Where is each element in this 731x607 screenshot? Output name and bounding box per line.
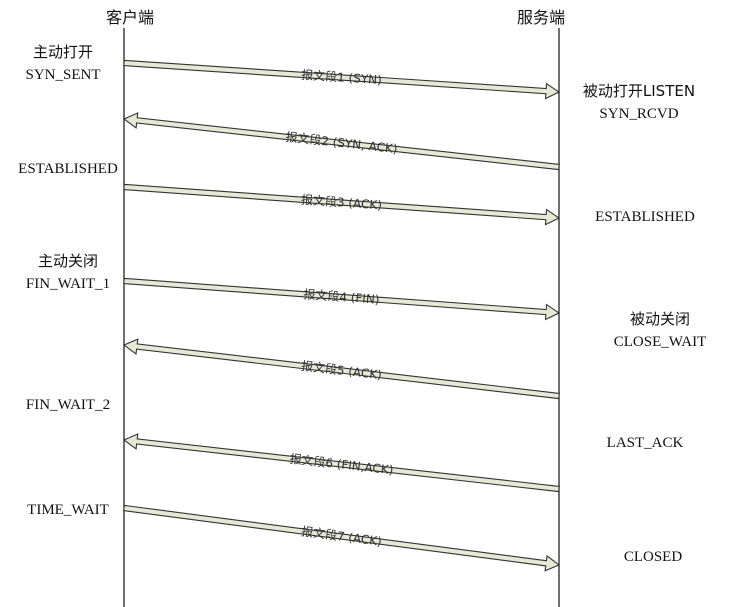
server-state-passive-open: 被动打开LISTEN [583,82,695,100]
segment-4-label: 报文段4 (FIN) [303,286,380,307]
segment-3-arrow [123,183,561,226]
client-header: 客户端 [106,8,154,27]
segment-7-label: 报文段7 (ACK) [300,523,382,548]
segment-arrows: 报文段1 (SYN) 报文段2 (SYN, ACK) 报文段3 (ACK) 报文段4 … [122,59,561,572]
client-state-active-open: 主动打开 [33,43,93,61]
server-state-close-wait: CLOSE_WAIT [614,334,707,350]
server-state-closed: CLOSED [624,549,683,565]
segment-3-label: 报文段3 (ACK) [301,192,383,213]
segment-5-label: 报文段5 (ACK) [300,358,382,382]
client-state-fin-wait-1: FIN_WAIT_1 [26,276,110,292]
server-state-established: ESTABLISHED [595,209,695,225]
segment-6-arrow [122,433,560,493]
segment-6-label: 报文段6 (FIN,ACK) [289,451,394,478]
server-state-syn-rcvd: SYN_RCVD [599,106,678,122]
segment-1-arrow [123,59,561,100]
server-state-passive-close: 被动关闭 [630,310,690,328]
segment-2-arrow [122,112,560,171]
segment-5-arrow [122,338,560,400]
segment-4-arrow [123,277,561,321]
server-header: 服务端 [517,8,565,27]
client-state-established: ESTABLISHED [18,161,118,177]
client-state-time-wait: TIME_WAIT [27,502,109,518]
segment-2-label: 报文段2 (SYN, ACK) [285,129,399,156]
segment-7-arrow [123,504,561,572]
client-state-syn-sent: SYN_SENT [25,67,100,83]
server-state-last-ack: LAST_ACK [607,435,684,451]
client-state-fin-wait-2: FIN_WAIT_2 [26,397,110,413]
segment-1-label: 报文段1 (SYN) [301,67,383,87]
client-state-active-close: 主动关闭 [38,252,98,270]
